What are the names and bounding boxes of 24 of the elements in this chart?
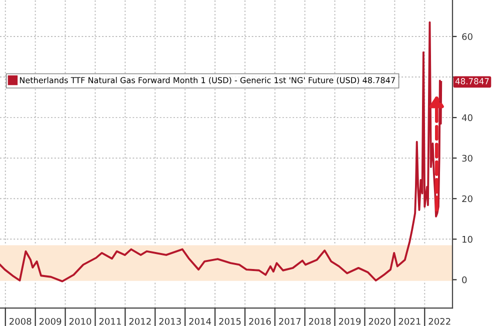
y-tick-label: 30 — [462, 154, 472, 162]
x-tick-label: 2015 — [219, 318, 241, 325]
x-tick-label: 2010 — [69, 318, 92, 325]
x-tick-label: 2011 — [99, 318, 121, 325]
y-tick-label: 60 — [462, 33, 472, 40]
legend-label: Netherlands TTF Natural Gas Forward Month 1 (USD) - Generic 1st 'NG' Future (USD) 48.7847 — [20, 76, 395, 84]
x-tick-label: 2014 — [189, 318, 212, 325]
x-tick-label: 2016 — [249, 318, 271, 325]
x-tick-label: 2021 — [398, 318, 420, 325]
y-tick-label: 0 — [462, 276, 467, 284]
x-tick-label: 2013 — [159, 318, 181, 325]
x-tick-label: 2012 — [129, 318, 151, 325]
line-series — [0, 21, 442, 282]
x-tick-label: 2008 — [10, 318, 32, 325]
x-tick-label: 2018 — [309, 318, 331, 325]
x-tick-label: 2019 — [338, 318, 361, 325]
x-tick-label: 2020 — [368, 318, 391, 325]
x-tick-label: 2022 — [428, 318, 450, 325]
y-tick-label: 10 — [462, 236, 472, 243]
y-tick-label: 20 — [462, 195, 472, 202]
y-tick-label: 40 — [462, 114, 472, 122]
annotation: 48.7847 — [455, 78, 489, 84]
x-tick-label: 2017 — [279, 318, 301, 325]
x-tick-label: 2009 — [39, 318, 62, 325]
